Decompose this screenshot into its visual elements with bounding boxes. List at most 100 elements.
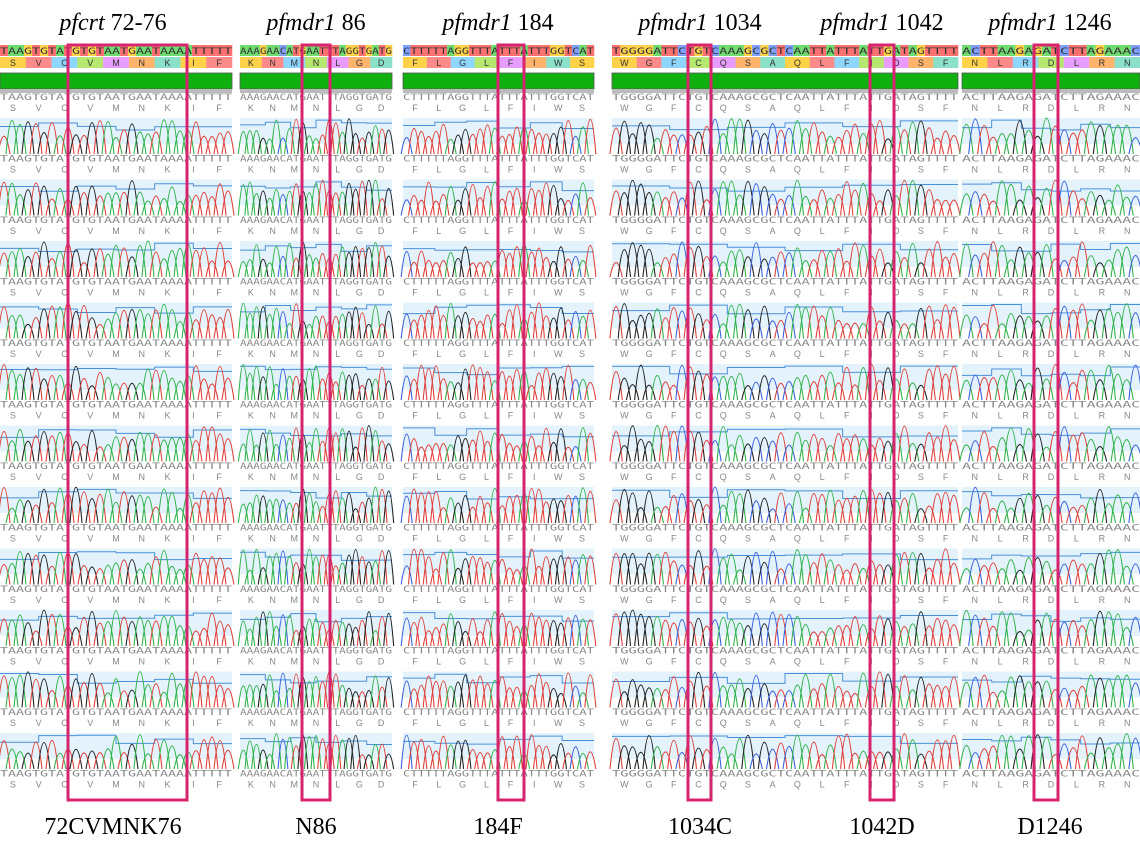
read-aa: L [820, 657, 825, 667]
trace-peak [336, 371, 348, 401]
trace-peak [691, 245, 706, 278]
read-aa: S [745, 534, 751, 544]
trace-peak [547, 498, 560, 524]
base-cell [439, 45, 448, 56]
read-aa: R [1022, 534, 1029, 544]
trace-peak [569, 685, 582, 708]
read-aa: M [112, 472, 120, 482]
trace-peak [1128, 616, 1140, 647]
aa-letter: S [579, 58, 585, 68]
trace-peak [407, 194, 421, 216]
read-aa: I [533, 657, 536, 667]
read-aa: L [484, 226, 489, 236]
trace-peak [277, 499, 289, 524]
read-aa: N [313, 226, 320, 236]
trace-peak [576, 260, 590, 278]
trace-peak [133, 616, 147, 647]
trace-peak [724, 619, 739, 647]
trace-peak [716, 616, 730, 647]
trace-peak [658, 689, 673, 708]
base-cell [48, 45, 57, 56]
base-cell [579, 45, 587, 56]
trace-peak [383, 255, 395, 278]
read-aa: D [893, 472, 900, 482]
trace-peak [625, 609, 640, 647]
read-aa: A [770, 718, 776, 728]
trace-peak [848, 495, 862, 524]
read-aa: R [1022, 411, 1029, 421]
trace-peak [437, 378, 450, 401]
trace-peak [53, 675, 67, 708]
trace-peak [683, 366, 697, 401]
trace-peak [101, 192, 115, 216]
read-aa: I [533, 288, 536, 298]
trace-peak [930, 137, 945, 155]
read-aa: W [620, 595, 629, 605]
read-aa: I [533, 411, 536, 421]
trace-peak [914, 443, 928, 462]
base-cell [1059, 45, 1070, 56]
trace-peak [510, 626, 523, 647]
trace-peak [363, 179, 375, 216]
trace-peak [732, 678, 747, 708]
trace-peak [141, 684, 155, 708]
trace-peak [466, 556, 479, 585]
trace-peak [625, 133, 640, 155]
trace-peak [264, 262, 276, 278]
read-aa: K [248, 534, 254, 544]
trace-peak [503, 442, 516, 462]
trace-peak [576, 692, 590, 708]
read-aa: D [1048, 165, 1055, 175]
trace-peak [716, 181, 730, 216]
trace-peak [369, 560, 381, 585]
aa-cell [834, 57, 860, 68]
trace-peak [914, 508, 928, 524]
read-aa: F [508, 657, 514, 667]
quality-line [240, 243, 392, 252]
read-aa: M [112, 288, 120, 298]
trace-peak [422, 135, 435, 155]
trace-peak [141, 562, 155, 585]
trace-peak [350, 132, 362, 155]
trace-peak [691, 313, 706, 339]
trace-peak [625, 679, 640, 708]
trace-peak [429, 305, 443, 339]
read-aa: S [579, 103, 585, 113]
trace-peak [330, 381, 342, 401]
trace-peak [5, 619, 19, 647]
trace-peak [815, 315, 829, 339]
trace-peak [189, 440, 203, 462]
read-aa: C [61, 165, 68, 175]
read-aa: F [508, 534, 514, 544]
aa-cell [305, 57, 328, 68]
trace-peak [303, 492, 315, 524]
read-sequence: ACTTAAGAGATCTTAGAAAC [962, 155, 1140, 165]
read-aa: K [165, 165, 171, 175]
aa-cell [987, 57, 1014, 68]
trace-peak [889, 195, 903, 216]
trace-peak [407, 378, 421, 401]
trace-peak [5, 507, 19, 524]
genotype-label: D1246 [1017, 814, 1082, 840]
read-aa: V [36, 411, 42, 421]
base-cell [365, 45, 373, 56]
read-aa: K [165, 657, 171, 667]
read-aa: W [554, 103, 563, 113]
read-aa: V [87, 288, 93, 298]
base-cell [785, 45, 794, 56]
trace-peak [290, 427, 302, 462]
trace-peak [369, 630, 381, 647]
trace-peak [503, 621, 516, 647]
trace-peak [415, 251, 428, 278]
aa-cell [710, 57, 736, 68]
trace-peak [474, 320, 487, 339]
trace-peak [569, 255, 582, 278]
read-aa: Q [720, 718, 727, 728]
trace-peak [1119, 674, 1134, 708]
read-aa: L [998, 657, 1003, 667]
read-aa: N [139, 780, 146, 790]
trace-peak [277, 311, 289, 339]
trace-peak [173, 130, 187, 155]
read-aa: F [943, 349, 949, 359]
read-aa: I [192, 226, 195, 236]
